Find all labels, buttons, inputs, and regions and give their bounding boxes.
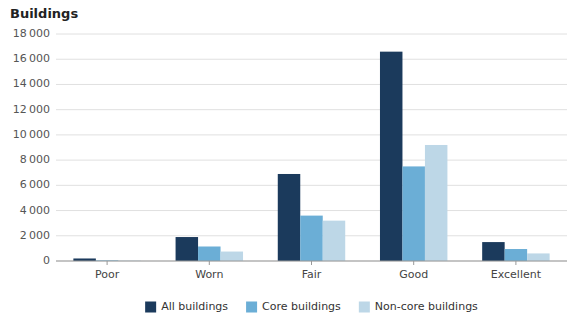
y-tick-label: 0 <box>43 254 50 267</box>
x-tick <box>515 261 516 265</box>
grid-line <box>56 160 567 161</box>
bar <box>482 242 504 261</box>
x-tick-label: Worn <box>195 268 223 281</box>
bar <box>278 174 300 261</box>
legend-label: All buildings <box>161 300 228 313</box>
x-tick <box>311 261 312 265</box>
chart-container: Buildings 0 2 000 4 000 6 000 8 000 10 000 12 0… <box>0 0 583 323</box>
legend-label: Non-core buildings <box>375 300 478 313</box>
legend-item: Non-core buildings <box>359 300 478 313</box>
x-tick-label: Excellent <box>491 268 542 281</box>
bar <box>505 249 527 261</box>
y-tick-label: 2 000 <box>20 229 50 242</box>
grid-line <box>56 210 567 211</box>
legend-item: Core buildings <box>246 300 341 313</box>
y-tick-label: 12 000 <box>13 103 50 116</box>
legend: All buildings Core buildings Non-core buil… <box>145 300 478 313</box>
bar <box>221 252 243 261</box>
grid-line <box>56 134 567 135</box>
x-tick <box>209 261 210 265</box>
legend-item: All buildings <box>145 300 228 313</box>
bar <box>323 221 345 261</box>
grid-line <box>56 34 567 35</box>
y-tick-label: 8 000 <box>20 153 50 166</box>
bar <box>527 253 549 261</box>
grid-line <box>56 185 567 186</box>
bar <box>198 246 220 261</box>
title: Buildings <box>10 6 78 21</box>
grid-line <box>56 59 567 60</box>
grid-line <box>56 109 567 110</box>
chart-svg: Buildings 0 2 000 4 000 6 000 8 000 10 000 12 0… <box>0 0 583 323</box>
x-tick <box>413 261 414 265</box>
x-tick-label: Good <box>399 268 428 281</box>
bar <box>380 52 402 261</box>
y-tick-label: 6 000 <box>20 178 50 191</box>
legend-label: Core buildings <box>262 300 341 313</box>
x-tick-label: Poor <box>95 268 120 281</box>
y-tick-label: 18 000 <box>13 27 50 40</box>
legend-swatch <box>246 302 257 313</box>
legend-swatch <box>359 302 370 313</box>
y-tick-label: 16 000 <box>13 52 50 65</box>
bar <box>425 145 447 261</box>
y-tick-label: 4 000 <box>20 204 50 217</box>
bar <box>300 216 322 261</box>
y-tick-label: 14 000 <box>13 77 50 90</box>
bars <box>73 52 549 261</box>
x-tick <box>107 261 108 265</box>
grid-line <box>56 84 567 85</box>
legend-swatch <box>145 302 156 313</box>
bar <box>176 237 198 261</box>
x-tick-label: Fair <box>302 268 322 281</box>
y-tick-label: 10 000 <box>13 128 50 141</box>
bar <box>402 166 424 261</box>
